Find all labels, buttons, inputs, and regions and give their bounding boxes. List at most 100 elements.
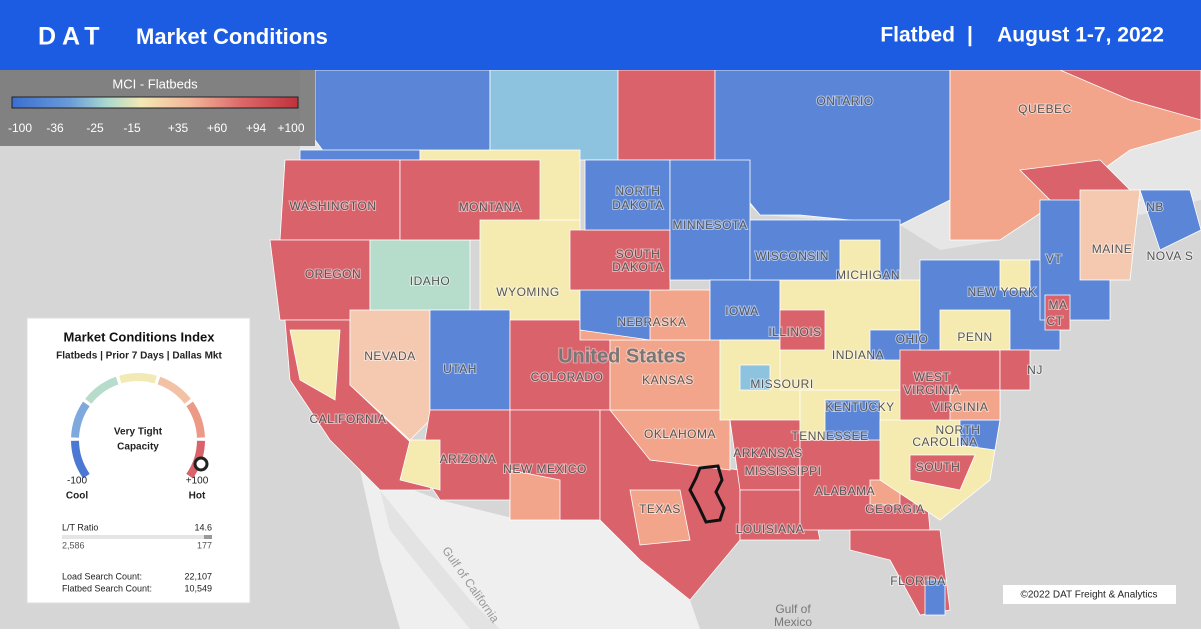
map-label: IOWA <box>725 304 759 318</box>
map-label: NEW YORK <box>967 285 1036 299</box>
flatbed-search-label: Flatbed Search Count: <box>62 583 152 593</box>
gauge-text: Very Tight <box>114 427 163 438</box>
map-label: SOUTH <box>916 460 961 474</box>
gauge-text: Capacity <box>117 442 159 453</box>
flatbed-search-value: 10,549 <box>184 583 212 593</box>
legend-label: -100 <box>8 121 32 135</box>
gauge <box>71 373 205 479</box>
legend-colorbar <box>11 96 299 109</box>
map-label: COLORADO <box>531 370 604 384</box>
legend-label: +60 <box>207 121 228 135</box>
map-label: WYOMING <box>496 285 560 299</box>
region <box>1079 189 1141 281</box>
map-label: MAINE <box>1092 242 1133 256</box>
legend-label: +94 <box>246 121 267 135</box>
region <box>314 69 491 161</box>
header-date: August 1-7, 2022 <box>997 24 1164 47</box>
map-label: KENTUCKY <box>825 400 894 414</box>
copyright: ©2022 DAT Freight & Analytics <box>1020 590 1157 601</box>
map-label: IDAHO <box>410 274 451 288</box>
gauge-min-caption: Cool <box>66 491 88 502</box>
map-label: VIRGINIA <box>932 400 989 414</box>
map-label: OREGON <box>305 267 361 281</box>
region <box>289 329 341 401</box>
map-label: ALABAMA <box>815 484 875 498</box>
map-labels: WASHINGTON OREGON IDAHO MONTANA WYOMING NEVAD… <box>288 93 1194 589</box>
map-label: LOUISIANA <box>736 522 805 536</box>
gauge-segment <box>85 376 119 404</box>
legend-label: -25 <box>86 121 104 135</box>
map-label: MA <box>1049 298 1068 312</box>
region <box>489 69 619 161</box>
header-title: Market Conditions <box>136 24 328 49</box>
map-label: NEVADA <box>364 349 415 363</box>
map-label: ILLINOIS <box>768 325 821 339</box>
region <box>1044 294 1071 331</box>
region <box>999 349 1031 391</box>
map-label: OHIO <box>896 332 929 346</box>
lt-label: L/T Ratio <box>62 522 98 532</box>
region <box>1139 189 1201 251</box>
legend-labels: -100 -36 -25 -15 +35 +60 +94 +100 <box>8 121 305 135</box>
legend-title: MCI - Flatbeds <box>112 76 198 91</box>
map-label: CAROLINA <box>912 435 977 449</box>
region <box>617 69 716 161</box>
map-label: TEXAS <box>639 502 681 516</box>
map-label: VIRGINIA <box>904 383 961 397</box>
header-separator: | <box>967 24 973 47</box>
water-label: Mexico <box>774 615 812 629</box>
map-label: SOUTH <box>616 247 661 261</box>
map-label: WASHINGTON <box>289 199 376 213</box>
map-label: MICHIGAN <box>836 268 900 282</box>
map-label: WEST <box>914 370 951 384</box>
map-label: ARKANSAS <box>733 446 802 460</box>
header-bar <box>0 0 1201 70</box>
logo: DAT <box>38 23 106 51</box>
map-label: CALIFORNIA <box>309 412 386 426</box>
gauge-segment <box>71 440 90 479</box>
map-label: INDIANA <box>832 348 884 362</box>
load-search-value: 22,107 <box>184 571 212 581</box>
panel-title: Market Conditions Index <box>64 329 216 344</box>
header-product: Flatbed <box>880 24 955 47</box>
map-label: NOVA S <box>1147 249 1194 263</box>
map-label: DAKOTA <box>612 260 663 274</box>
trucks-count: 177 <box>197 540 212 550</box>
map-label: NEW MEXICO <box>503 462 587 476</box>
region <box>779 309 826 351</box>
map-label: MISSISSIPPI <box>745 464 822 478</box>
map-label: MISSOURI <box>750 377 813 391</box>
mci-regions <box>269 69 1201 616</box>
region <box>909 454 976 491</box>
region <box>509 469 561 521</box>
region <box>949 389 1001 421</box>
region <box>399 439 441 491</box>
gauge-indicator <box>193 456 209 472</box>
map-label: NORTH <box>936 423 981 437</box>
lt-value: 14.6 <box>194 522 212 532</box>
copyright-box <box>1003 585 1176 604</box>
legend-label: +35 <box>168 121 189 135</box>
map-label: ONTARIO <box>816 94 873 108</box>
map-label: NJ <box>1027 363 1043 377</box>
load-search-label: Load Search Count: <box>62 571 142 581</box>
gauge-segment <box>71 401 90 438</box>
region <box>999 259 1031 291</box>
map-label: WISCONSIN <box>755 249 829 263</box>
lt-bar-track <box>62 535 212 539</box>
gauge-segment <box>157 376 191 404</box>
gauge-max: +100 <box>186 476 209 487</box>
gauge-segment <box>186 401 205 438</box>
region <box>739 364 771 391</box>
map-label: GEORGIA <box>865 502 925 516</box>
panel-subtitle: Flatbeds | Prior 7 Days | Dallas Mkt <box>56 351 222 362</box>
region <box>299 149 421 161</box>
map-label: OKLAHOMA <box>644 427 716 441</box>
info-panel <box>26 317 251 604</box>
map-label: CT <box>1047 314 1064 328</box>
region <box>429 309 511 411</box>
map-label: ARIZONA <box>440 452 497 466</box>
map-label: PENN <box>957 330 992 344</box>
map-label: KANSAS <box>642 373 694 387</box>
